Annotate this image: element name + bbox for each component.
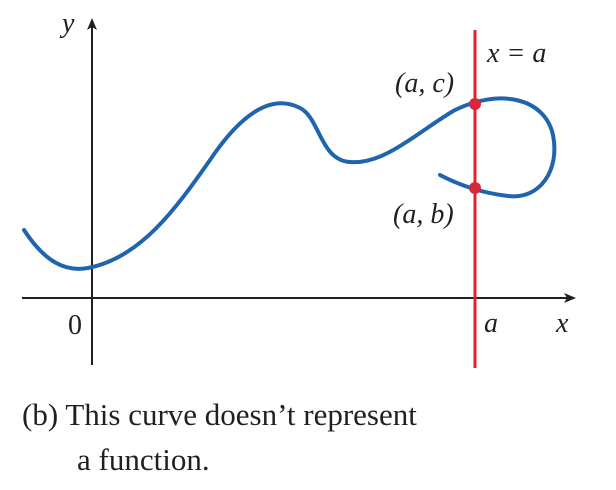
point-upper [469,98,481,110]
figure-diagram: y x 0 a x = a (a, c) (a, b) [22,8,576,368]
line-x-equals-a-label: x = a [486,38,546,69]
point-lower [469,182,481,194]
point-upper-label: (a, c) [395,68,454,99]
caption-line-1: (b) This curve doesn’t represent [22,397,417,432]
origin-label: 0 [68,310,82,341]
caption-line-2: a function. [77,442,210,477]
x-axis-label: x [555,308,569,339]
tick-a-label: a [484,308,498,339]
curve [22,96,557,271]
figure-caption: (b) This curve doesn’t represent a funct… [22,392,602,482]
y-axis-label: y [59,8,75,39]
point-lower-label: (a, b) [393,199,454,230]
